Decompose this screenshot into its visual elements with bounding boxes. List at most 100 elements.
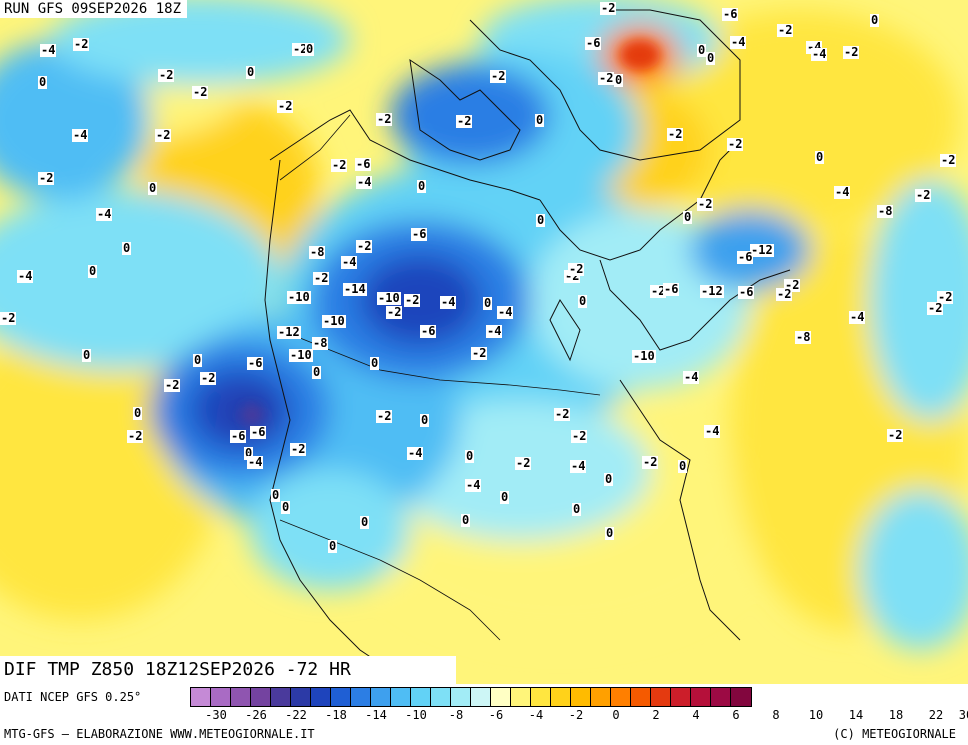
anomaly-value-label: 0: [578, 294, 588, 308]
anomaly-value-label: -12: [277, 325, 301, 339]
anomaly-value-label: -8: [312, 336, 329, 350]
anomaly-value-label: -6: [722, 7, 739, 21]
anomaly-value-label: -2: [568, 262, 585, 276]
colorbar-tick: 6: [732, 708, 740, 722]
anomaly-value-label: -10: [632, 349, 656, 363]
colorbar-swatch: [591, 688, 611, 706]
colorbar-swatch: [311, 688, 331, 706]
anomaly-value-label: -2: [650, 284, 667, 298]
anomaly-value-label: -2: [927, 301, 944, 315]
anomaly-value-label: -4: [356, 175, 373, 189]
colorbar-tick: 30: [958, 708, 968, 722]
anomaly-value-label: -2: [127, 429, 144, 443]
colorbar-tick: -8: [448, 708, 464, 722]
colorbar-swatch: [271, 688, 291, 706]
anomaly-value-label: -4: [834, 185, 851, 199]
anomaly-value-label: -2: [456, 114, 473, 128]
colorbar-swatch: [611, 688, 631, 706]
anomaly-value-label: -2: [915, 188, 932, 202]
colorbar-swatch: [371, 688, 391, 706]
data-source-label: DATI NCEP GFS 0.25°: [4, 690, 142, 704]
coastlines: [264, 9, 791, 671]
colorbar-tick: -14: [365, 708, 387, 722]
colorbar-tick: -10: [405, 708, 427, 722]
anomaly-value-label: -10: [287, 290, 311, 304]
colorbar-swatch: [571, 688, 591, 706]
anomaly-value-label: -2: [164, 378, 181, 392]
anomaly-value-label: 0: [148, 181, 158, 195]
colorbar-tick: 0: [612, 708, 620, 722]
anomaly-value-label: -2: [642, 455, 659, 469]
anomaly-value-label: 0: [461, 513, 471, 527]
anomaly-value-label: 0: [465, 449, 475, 463]
anomaly-value-label: 0: [312, 365, 322, 379]
anomaly-value-label: -2: [155, 128, 172, 142]
anomaly-value-label: -2: [313, 271, 330, 285]
anomaly-value-label: -4: [849, 310, 866, 324]
anomaly-value-label: -2: [697, 197, 714, 211]
anomaly-value-label: 0: [271, 488, 281, 502]
anomaly-value-label: -2: [571, 429, 588, 443]
anomaly-value-label: -2: [554, 407, 571, 421]
anomaly-value-label: -4: [730, 35, 747, 49]
anomaly-detail: [242, 40, 660, 425]
anomaly-value-label: 0: [706, 51, 716, 65]
anomaly-value-label: -6: [585, 36, 602, 50]
anomaly-value-label: -2: [777, 23, 794, 37]
anomaly-value-label: -2: [292, 42, 309, 56]
anomaly-value-label: 0: [133, 406, 143, 420]
colorbar-swatch: [431, 688, 451, 706]
anomaly-value-label: -2: [843, 45, 860, 59]
run-title: RUN GFS 09SEP2026 18Z: [0, 0, 188, 18]
anomaly-value-label: -6: [230, 429, 247, 443]
colorbar-swatch: [511, 688, 531, 706]
anomaly-value-label: 0: [870, 13, 880, 27]
anomaly-value-label: -2: [600, 1, 617, 15]
anomaly-value-label: -6: [738, 285, 755, 299]
anomaly-value-label: 0: [683, 210, 693, 224]
anomaly-value-label: -2: [727, 137, 744, 151]
colorbar-swatch: [471, 688, 491, 706]
colorbar-swatch: [251, 688, 271, 706]
anomaly-value-label: 0: [417, 179, 427, 193]
anomaly-value-label: -4: [486, 324, 503, 338]
colorbar-swatch: [671, 688, 691, 706]
anomaly-value-label: 0: [420, 413, 430, 427]
anomaly-value-label: -6: [663, 282, 680, 296]
anomaly-value-label: -8: [309, 245, 326, 259]
colorbar-swatch: [191, 688, 211, 706]
anomaly-value-label: 0: [38, 75, 48, 89]
anomaly-value-label: -8: [877, 204, 894, 218]
anomaly-value-label: -2: [667, 127, 684, 141]
colorbar-tick: -6: [488, 708, 504, 722]
colorbar-swatch: [491, 688, 511, 706]
colorbar-swatch: [411, 688, 431, 706]
anomaly-value-label: 0: [305, 42, 315, 56]
colorbar-tick: 2: [652, 708, 660, 722]
anomaly-value-label: 0: [82, 348, 92, 362]
anomaly-value-label: -4: [440, 295, 457, 309]
anomaly-value-label: -10: [289, 348, 313, 362]
colorbar-tick: 8: [772, 708, 780, 722]
anomaly-value-label: -2: [376, 409, 393, 423]
anomaly-value-label: -2: [404, 293, 421, 307]
anomaly-value-label: 0: [281, 500, 291, 514]
anomaly-value-label: -2: [515, 456, 532, 470]
anomaly-value-label: -4: [704, 424, 721, 438]
colorbar-tick: -2: [568, 708, 584, 722]
colorbar-tick: -30: [205, 708, 227, 722]
anomaly-value-label: -4: [811, 47, 828, 61]
anomaly-value-label: -2: [290, 442, 307, 456]
colorbar-swatch: [691, 688, 711, 706]
anomaly-value-label: -2: [598, 71, 615, 85]
colorbar-tick: -18: [325, 708, 347, 722]
colorbar-tick: 14: [848, 708, 864, 722]
anomaly-value-label: -6: [250, 425, 267, 439]
colorbar-tick: 22: [928, 708, 944, 722]
colorbar-tick: 4: [692, 708, 700, 722]
anomaly-value-label: -6: [411, 227, 428, 241]
anomaly-value-label: -2: [277, 99, 294, 113]
colorbar-tick: -26: [245, 708, 267, 722]
colorbar-swatch: [231, 688, 251, 706]
anomaly-value-label: -4: [570, 459, 587, 473]
